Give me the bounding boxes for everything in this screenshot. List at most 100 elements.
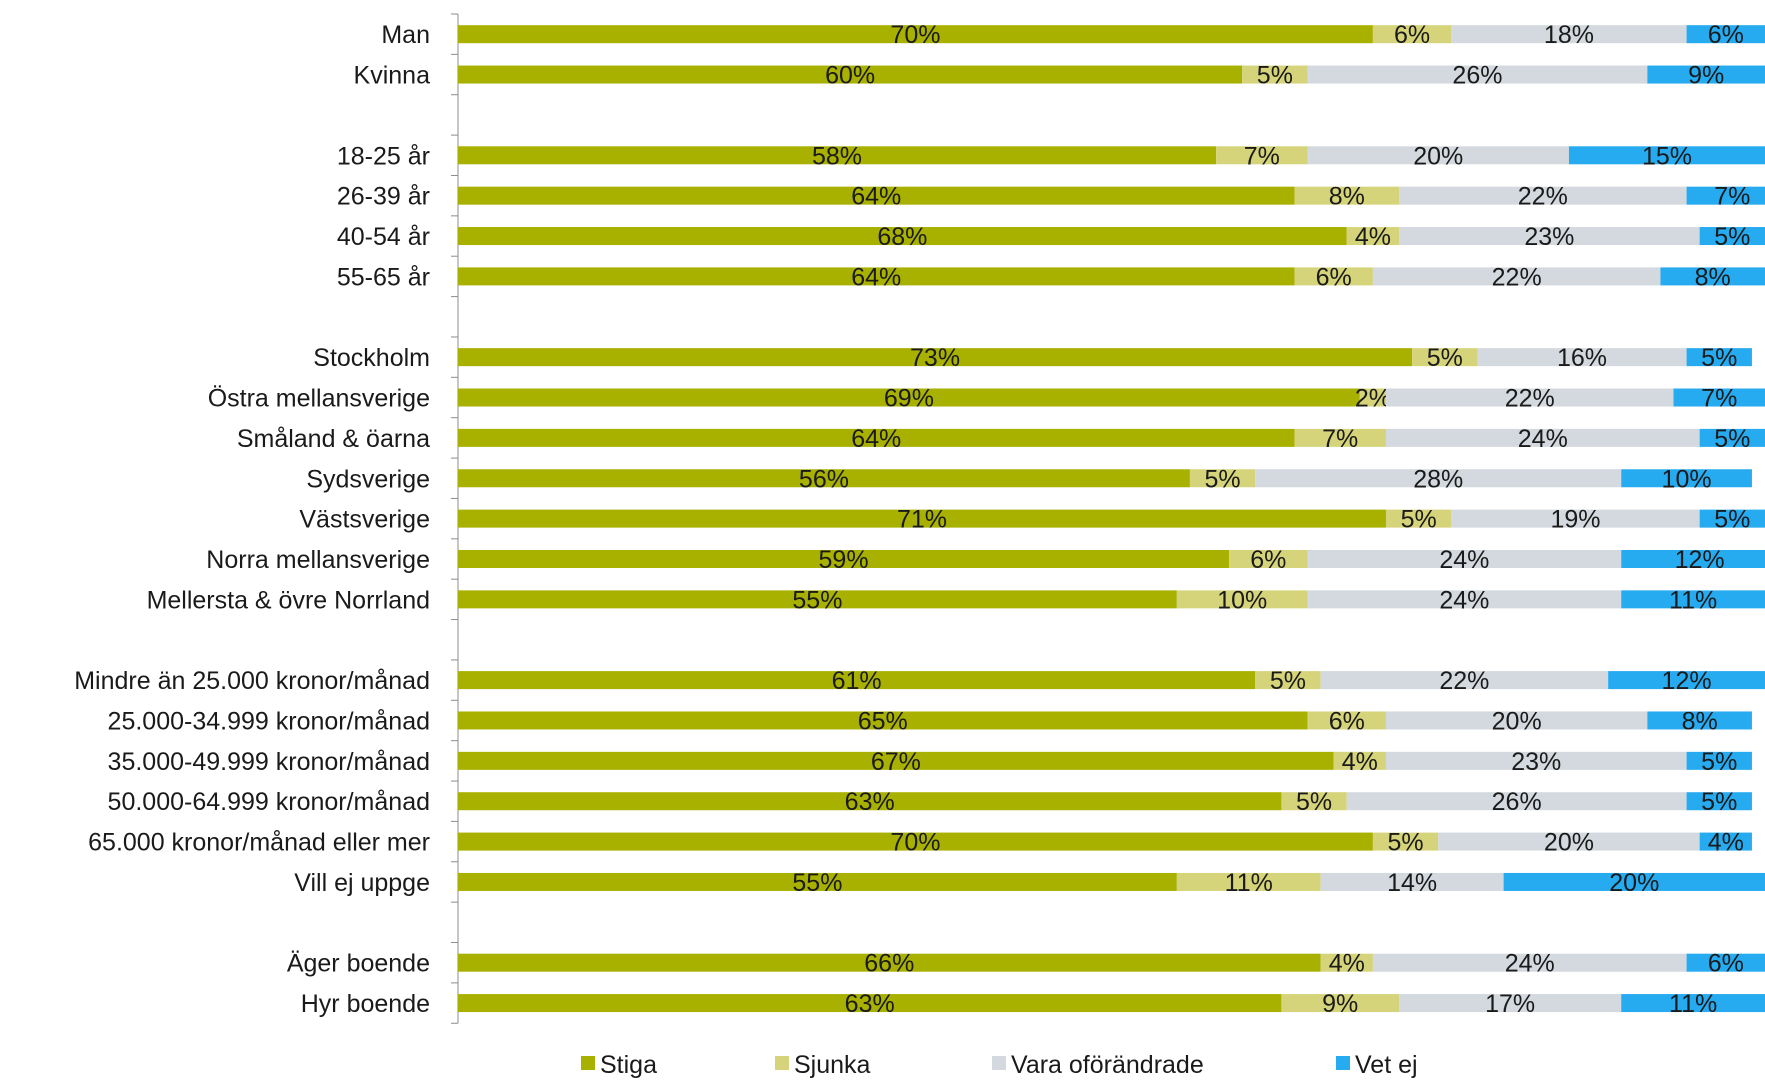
data-label: 4% bbox=[1342, 748, 1378, 776]
bar-segment-sjunka bbox=[1412, 348, 1478, 367]
bar-segment-vara-of-r-ndrade bbox=[1477, 348, 1687, 367]
data-label: 20% bbox=[1544, 829, 1594, 857]
data-label: 6% bbox=[1708, 21, 1744, 49]
data-label: 5% bbox=[1270, 667, 1306, 695]
bar-segment-stiga bbox=[458, 751, 1334, 770]
data-label: 16% bbox=[1557, 344, 1607, 372]
data-label: 11% bbox=[1669, 586, 1717, 614]
category-label: 26-39 år bbox=[337, 183, 430, 211]
data-label: 17% bbox=[1485, 990, 1535, 1018]
bar-segment-stiga bbox=[458, 227, 1347, 246]
category-label: Vill ej uppge bbox=[294, 869, 430, 897]
bar-segment-vet-ej bbox=[1503, 872, 1765, 891]
data-label: 7% bbox=[1244, 142, 1280, 170]
category-label: Äger boende bbox=[287, 950, 430, 978]
category-label: Kvinna bbox=[354, 62, 431, 90]
bar-segment-vara-of-r-ndrade bbox=[1385, 428, 1700, 447]
bar-segment-sjunka bbox=[1294, 428, 1386, 447]
category-labels: Man Kvinna 18-25 år 26-39 år 40-54 år 55-65 å… bbox=[74, 21, 430, 1018]
data-label: 70% bbox=[890, 829, 940, 857]
bar-segment-vara-of-r-ndrade bbox=[1307, 549, 1622, 568]
legend-label: Stiga bbox=[600, 1051, 657, 1079]
data-label: 12% bbox=[1662, 667, 1712, 695]
data-label: 19% bbox=[1550, 506, 1600, 534]
data-label: 24% bbox=[1439, 586, 1489, 614]
data-label: 22% bbox=[1492, 263, 1542, 291]
data-label: 65% bbox=[858, 707, 908, 735]
data-label: 5% bbox=[1701, 748, 1737, 776]
bar-segment-stiga bbox=[458, 509, 1386, 528]
data-label: 61% bbox=[832, 667, 882, 695]
bar-segment-vet-ej bbox=[1660, 267, 1765, 286]
data-label: 18% bbox=[1544, 21, 1594, 49]
bar-segment-sjunka bbox=[1189, 469, 1256, 488]
bar-segment-vara-of-r-ndrade bbox=[1307, 65, 1648, 84]
bar-segment-stiga bbox=[458, 832, 1373, 851]
bar-segment-vara-of-r-ndrade bbox=[1451, 25, 1687, 44]
data-label: 5% bbox=[1427, 344, 1463, 372]
bar-segment-vet-ej bbox=[1699, 509, 1765, 528]
bar-segment-stiga bbox=[458, 872, 1177, 891]
bars-layer: 70% 6% 18% 6% 60% 5% 26% 9% 58% 7% 20% 15% 64% 8% 22% 7… bbox=[458, 21, 1765, 1018]
bar-segment-vara-of-r-ndrade bbox=[1399, 227, 1700, 246]
bar-segment-sjunka bbox=[1372, 832, 1439, 851]
bar-segment-stiga bbox=[458, 792, 1282, 811]
bar-segment-stiga bbox=[458, 469, 1190, 488]
data-label: 64% bbox=[851, 183, 901, 211]
data-label: 56% bbox=[799, 465, 849, 493]
data-label: 59% bbox=[819, 546, 869, 574]
bar-segment-vet-ej bbox=[1647, 711, 1752, 730]
bar-segment-vet-ej bbox=[1699, 227, 1765, 246]
data-label: 5% bbox=[1388, 829, 1424, 857]
data-label: 67% bbox=[871, 748, 921, 776]
data-label: 28% bbox=[1413, 465, 1463, 493]
data-label: 20% bbox=[1413, 142, 1463, 170]
category-label: Sydsverige bbox=[306, 465, 430, 493]
data-label: 26% bbox=[1492, 788, 1542, 816]
bar-segment-sjunka bbox=[1346, 227, 1400, 246]
bar-segment-vara-of-r-ndrade bbox=[1438, 832, 1700, 851]
data-label: 64% bbox=[851, 425, 901, 453]
category-label: 50.000-64.999 kronor/månad bbox=[108, 788, 430, 816]
bar-segment-vet-ej bbox=[1621, 549, 1765, 568]
bar-segment-vet-ej bbox=[1647, 65, 1765, 84]
category-label: 18-25 år bbox=[337, 142, 430, 170]
data-label: 6% bbox=[1316, 263, 1352, 291]
category-label: 40-54 år bbox=[337, 223, 430, 251]
data-label: 5% bbox=[1205, 465, 1241, 493]
bar-segment-stiga bbox=[458, 711, 1308, 730]
data-label: 69% bbox=[884, 385, 934, 413]
bar-segment-stiga bbox=[458, 428, 1295, 447]
category-label: 35.000-49.999 kronor/månad bbox=[108, 748, 430, 776]
data-label: 20% bbox=[1609, 869, 1659, 897]
data-label: 12% bbox=[1675, 546, 1725, 574]
data-label: 55% bbox=[792, 869, 842, 897]
legend-label: Sjunka bbox=[794, 1051, 871, 1079]
data-label: 58% bbox=[812, 142, 862, 170]
data-label: 5% bbox=[1714, 425, 1750, 453]
bar-segment-vet-ej bbox=[1673, 388, 1765, 407]
bar-segment-stiga bbox=[458, 348, 1413, 367]
data-label: 4% bbox=[1708, 829, 1744, 857]
data-label: 5% bbox=[1714, 506, 1750, 534]
data-label: 14% bbox=[1387, 869, 1437, 897]
bar-segment-sjunka bbox=[1385, 509, 1452, 528]
bar-segment-stiga bbox=[458, 590, 1177, 609]
bar-segment-vet-ej bbox=[1686, 348, 1752, 367]
bar-segment-vara-of-r-ndrade bbox=[1385, 388, 1674, 407]
data-label: 22% bbox=[1505, 385, 1555, 413]
bar-segment-sjunka bbox=[1281, 792, 1347, 811]
bar-segment-vet-ej bbox=[1699, 428, 1765, 447]
data-label: 4% bbox=[1355, 223, 1391, 251]
bar-segment-sjunka bbox=[1242, 65, 1308, 84]
data-label: 73% bbox=[910, 344, 960, 372]
data-label: 6% bbox=[1329, 707, 1365, 735]
data-label: 9% bbox=[1322, 990, 1358, 1018]
bar-segment-vet-ej bbox=[1608, 671, 1765, 690]
legend-label: Vet ej bbox=[1355, 1051, 1418, 1079]
category-label: Östra mellansverige bbox=[208, 385, 430, 413]
data-label: 5% bbox=[1401, 506, 1437, 534]
bar-segment-sjunka bbox=[1294, 267, 1373, 286]
bar-segment-stiga bbox=[458, 146, 1217, 165]
